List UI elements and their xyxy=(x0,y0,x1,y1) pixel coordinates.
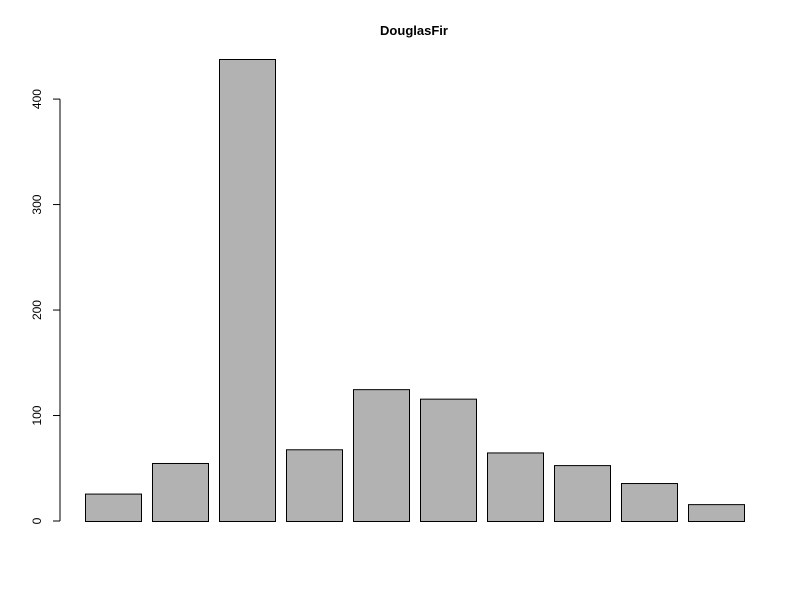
y-tick-label: 400 xyxy=(30,89,44,109)
bar xyxy=(420,398,477,522)
bars-group xyxy=(85,59,745,523)
bar xyxy=(85,493,142,523)
bar xyxy=(219,59,276,522)
bar xyxy=(353,389,410,523)
bar xyxy=(286,449,343,523)
y-tick-label: 200 xyxy=(30,300,44,320)
bar xyxy=(487,452,544,522)
bar xyxy=(621,483,678,523)
y-tick-label: 0 xyxy=(30,517,44,524)
bar xyxy=(688,504,745,523)
y-tick-label: 100 xyxy=(30,405,44,425)
bar xyxy=(152,462,209,522)
y-tick-label: 300 xyxy=(30,194,44,214)
chart-title: DouglasFir xyxy=(380,23,448,38)
bar xyxy=(554,465,611,522)
y-axis: 0 100 200 300 400 xyxy=(30,89,61,524)
